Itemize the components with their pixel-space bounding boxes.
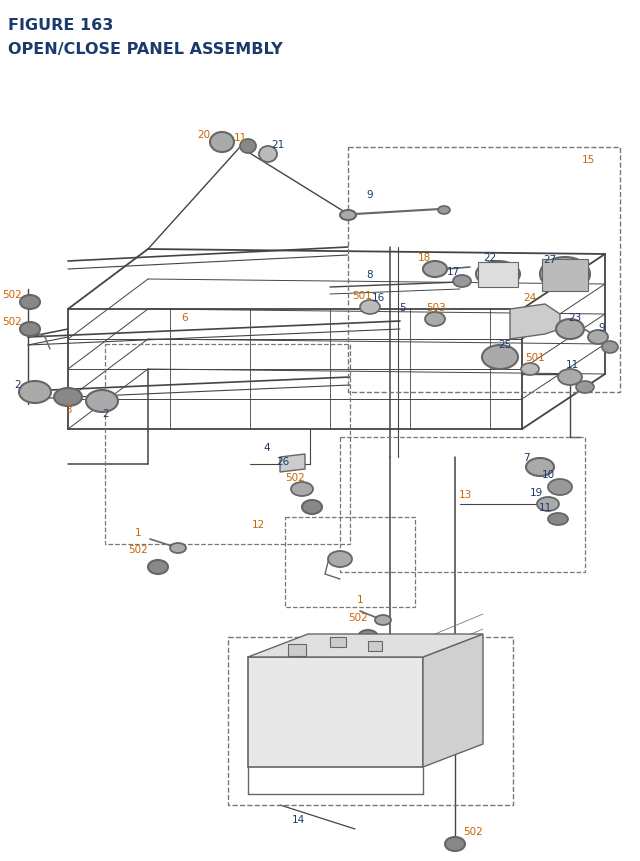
Ellipse shape bbox=[328, 551, 352, 567]
Ellipse shape bbox=[438, 207, 450, 214]
Text: 8: 8 bbox=[367, 269, 373, 280]
Text: 5: 5 bbox=[399, 303, 405, 313]
Polygon shape bbox=[280, 455, 305, 473]
Text: 9: 9 bbox=[598, 323, 605, 332]
Ellipse shape bbox=[576, 381, 594, 393]
Text: 23: 23 bbox=[568, 313, 582, 323]
Text: 11: 11 bbox=[538, 503, 552, 512]
Text: 1: 1 bbox=[134, 528, 141, 537]
Bar bbox=[542, 260, 588, 292]
Ellipse shape bbox=[540, 257, 590, 292]
Ellipse shape bbox=[476, 262, 520, 288]
Ellipse shape bbox=[375, 616, 391, 625]
Text: 503: 503 bbox=[426, 303, 446, 313]
Text: OPEN/CLOSE PANEL ASSEMBLY: OPEN/CLOSE PANEL ASSEMBLY bbox=[8, 42, 283, 57]
Ellipse shape bbox=[423, 262, 447, 278]
Text: 6: 6 bbox=[182, 313, 188, 323]
Text: 19: 19 bbox=[529, 487, 543, 498]
Text: 502: 502 bbox=[285, 473, 305, 482]
Ellipse shape bbox=[548, 513, 568, 525]
Bar bbox=[288, 644, 306, 656]
Ellipse shape bbox=[358, 630, 378, 644]
Text: 22: 22 bbox=[483, 253, 497, 263]
Ellipse shape bbox=[259, 147, 277, 163]
Ellipse shape bbox=[170, 543, 186, 554]
Text: 11: 11 bbox=[565, 360, 579, 369]
Ellipse shape bbox=[302, 500, 322, 514]
Ellipse shape bbox=[20, 323, 40, 337]
Ellipse shape bbox=[240, 139, 256, 154]
Ellipse shape bbox=[425, 313, 445, 326]
Ellipse shape bbox=[54, 388, 82, 406]
Text: 10: 10 bbox=[541, 469, 555, 480]
Bar bbox=[285, 517, 415, 607]
Ellipse shape bbox=[86, 391, 118, 412]
Bar bbox=[330, 637, 346, 647]
Ellipse shape bbox=[602, 342, 618, 354]
Text: 16: 16 bbox=[371, 293, 385, 303]
Text: 13: 13 bbox=[458, 489, 472, 499]
Ellipse shape bbox=[148, 561, 168, 574]
Text: 14: 14 bbox=[291, 814, 305, 824]
Text: 12: 12 bbox=[252, 519, 264, 530]
Text: 17: 17 bbox=[446, 267, 460, 276]
Text: 9: 9 bbox=[367, 189, 373, 200]
Text: FIGURE 163: FIGURE 163 bbox=[8, 18, 113, 33]
Ellipse shape bbox=[340, 211, 356, 220]
Text: 26: 26 bbox=[276, 456, 290, 467]
Ellipse shape bbox=[588, 331, 608, 344]
Ellipse shape bbox=[558, 369, 582, 386]
Text: 4: 4 bbox=[264, 443, 270, 453]
Text: 25: 25 bbox=[499, 339, 511, 350]
Text: 501: 501 bbox=[525, 353, 545, 362]
Ellipse shape bbox=[20, 295, 40, 310]
Text: 502: 502 bbox=[348, 612, 368, 623]
Polygon shape bbox=[510, 305, 560, 339]
Ellipse shape bbox=[537, 498, 559, 511]
Text: 3: 3 bbox=[65, 405, 71, 414]
Bar bbox=[478, 263, 518, 288]
Ellipse shape bbox=[360, 300, 380, 314]
Text: 2: 2 bbox=[15, 380, 21, 389]
Bar bbox=[368, 641, 382, 651]
Text: 1: 1 bbox=[356, 594, 364, 604]
Ellipse shape bbox=[548, 480, 572, 495]
Bar bbox=[105, 344, 350, 544]
Text: 15: 15 bbox=[581, 155, 595, 164]
Text: 20: 20 bbox=[197, 130, 211, 139]
Text: 7: 7 bbox=[523, 453, 529, 462]
Text: 21: 21 bbox=[271, 139, 285, 150]
Ellipse shape bbox=[526, 458, 554, 476]
Text: 11: 11 bbox=[234, 133, 246, 143]
Ellipse shape bbox=[482, 345, 518, 369]
Ellipse shape bbox=[521, 363, 539, 375]
Ellipse shape bbox=[291, 482, 313, 497]
Text: 27: 27 bbox=[543, 255, 557, 264]
Ellipse shape bbox=[19, 381, 51, 404]
Text: 501: 501 bbox=[352, 291, 372, 300]
Text: 502: 502 bbox=[128, 544, 148, 554]
Text: 24: 24 bbox=[524, 293, 536, 303]
Bar bbox=[228, 637, 513, 805]
Ellipse shape bbox=[453, 276, 471, 288]
Text: 2: 2 bbox=[102, 408, 109, 418]
Ellipse shape bbox=[556, 319, 584, 339]
Ellipse shape bbox=[445, 837, 465, 851]
Text: 18: 18 bbox=[417, 253, 431, 263]
Ellipse shape bbox=[210, 133, 234, 152]
Polygon shape bbox=[423, 635, 483, 767]
Text: 502: 502 bbox=[2, 289, 22, 300]
Bar bbox=[348, 148, 620, 393]
Bar bbox=[248, 657, 423, 767]
Text: 502: 502 bbox=[2, 317, 22, 326]
Bar bbox=[340, 437, 585, 573]
Polygon shape bbox=[248, 635, 483, 657]
Text: 502: 502 bbox=[463, 826, 483, 836]
